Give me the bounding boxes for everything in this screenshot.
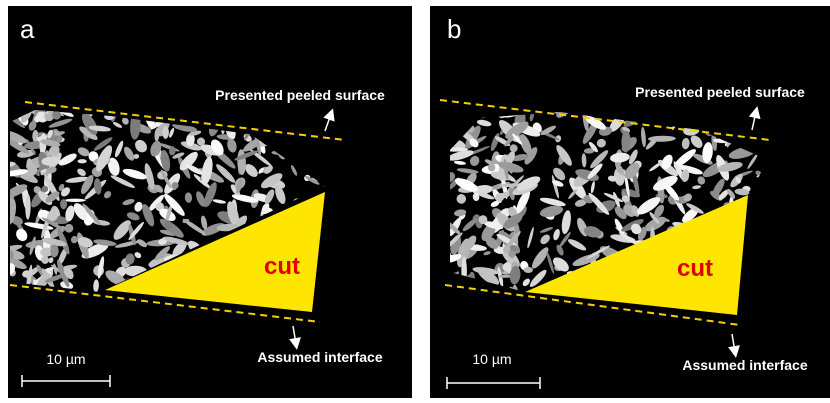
grain <box>78 159 87 163</box>
panel-label: a <box>20 14 35 44</box>
grain <box>65 199 86 202</box>
figure: cut a Presented peeled surface Assumed i… <box>0 0 830 403</box>
bottom-annotation: Assumed interface <box>257 349 382 365</box>
bottom-annotation: Assumed interface <box>682 357 807 373</box>
top-annotation: Presented peeled surface <box>635 84 805 100</box>
panel-label: b <box>447 14 461 44</box>
scale-bar-label: 10 µm <box>46 351 85 367</box>
cut-label: cut <box>264 253 300 280</box>
top-annotation: Presented peeled surface <box>215 87 385 103</box>
cut-label: cut <box>677 255 713 282</box>
panel-a: cut a Presented peeled surface Assumed i… <box>0 6 412 398</box>
panel-b: cut b Presented peeled surface Assumed i… <box>430 6 830 398</box>
scale-bar-label: 10 µm <box>472 351 511 367</box>
grain <box>41 256 49 264</box>
